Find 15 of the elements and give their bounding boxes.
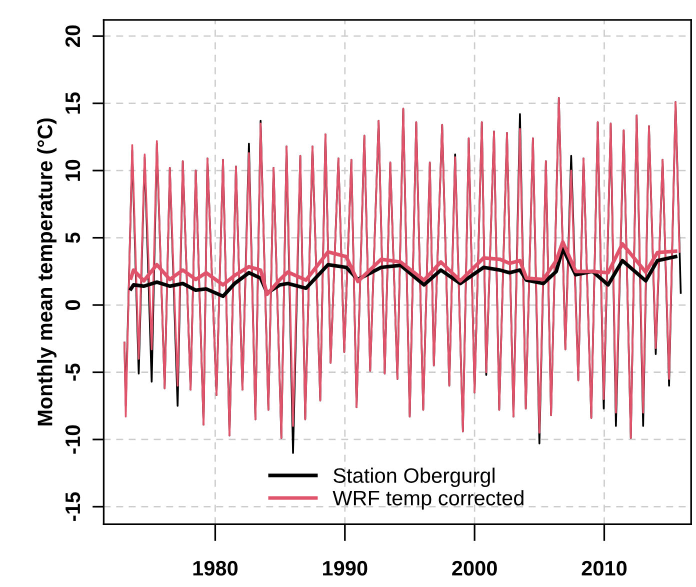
x-tick-label: 2010 [582,560,627,576]
y-tick-label: 5 [66,232,80,243]
legend-label: Station Obergurgl [334,468,494,488]
y-tick-label: 0 [65,300,80,310]
y-tick-label: 20 [65,25,80,47]
legend-label: WRF temp corrected [332,490,524,510]
y-tick-label: 15 [66,92,80,114]
x-tick-label: 1980 [193,560,238,576]
y-tick-label: -15 [66,492,80,521]
y-tick-label: -10 [65,425,80,454]
x-tick-label: 1990 [323,560,368,576]
x-tick-label: 2000 [452,560,497,576]
y-axis-title: Monthly mean temperature (°C) [37,118,57,426]
y-tick-label: -5 [66,364,80,381]
y-tick-label: 10 [65,160,80,181]
